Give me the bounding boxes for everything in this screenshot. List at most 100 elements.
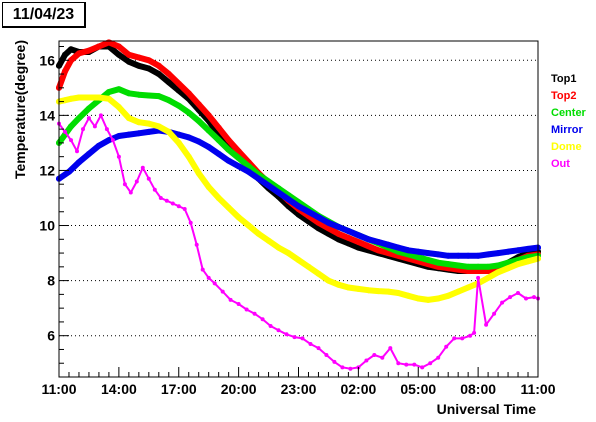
data-point: [175, 131, 182, 138]
data-point: [285, 250, 292, 257]
data-point: [95, 43, 102, 50]
axes: 6 8 10 12 14 16 11:00 14:00 17:00 20:00 23:00 02:00…: [39, 46, 556, 397]
data-point: [68, 123, 74, 130]
data-point: [68, 46, 74, 53]
data-point: [105, 39, 112, 46]
data-point: [515, 261, 521, 268]
data-point: [66, 168, 72, 175]
data-point: [145, 57, 152, 64]
data-point: [415, 295, 422, 302]
data-point: [76, 159, 82, 166]
data-point: [404, 362, 409, 367]
data-point: [475, 263, 482, 270]
data-point: [425, 257, 432, 263]
data-point: [445, 252, 452, 259]
x-tick-label: 14:00: [101, 381, 137, 397]
data-point: [472, 330, 477, 335]
data-point: [316, 346, 321, 351]
x-tick-label: 02:00: [340, 381, 376, 397]
data-point: [508, 295, 513, 300]
y-tick-label: 10: [39, 218, 55, 234]
data-point: [175, 139, 182, 146]
data-point: [194, 242, 199, 247]
data-point: [104, 127, 109, 132]
data-point: [265, 237, 272, 244]
data-point: [155, 123, 162, 130]
data-point: [425, 296, 432, 303]
data-point: [125, 58, 132, 65]
x-tick-label: 08:00: [460, 381, 496, 397]
data-point: [524, 296, 528, 301]
legend-item-top2: Top2: [551, 90, 576, 102]
data-point: [375, 288, 382, 295]
series-layer: [56, 39, 541, 371]
data-point: [495, 250, 502, 257]
data-point: [135, 119, 142, 126]
data-point: [325, 219, 332, 226]
data-point: [205, 184, 212, 190]
data-point: [412, 362, 417, 367]
data-point: [465, 263, 472, 270]
data-point: [205, 112, 212, 119]
data-point: [195, 170, 202, 177]
data-point: [165, 97, 172, 104]
data-point: [380, 355, 385, 360]
data-point: [175, 102, 182, 109]
data-point: [185, 134, 192, 141]
data-point: [165, 71, 172, 77]
data-point: [420, 365, 425, 370]
data-point: [135, 91, 142, 98]
data-point: [364, 358, 369, 363]
data-point: [385, 288, 392, 295]
data-point: [185, 153, 192, 160]
data-point: [145, 92, 152, 99]
legend-item-mirror: Mirror: [551, 124, 584, 136]
data-point: [85, 105, 92, 112]
data-point: [275, 189, 282, 196]
data-point: [335, 236, 342, 243]
data-point: [435, 251, 442, 258]
data-point: [115, 43, 122, 50]
data-point: [170, 201, 175, 206]
data-point: [385, 241, 392, 248]
data-point: [355, 239, 362, 245]
data-point: [315, 214, 322, 221]
data-point: [505, 248, 512, 255]
data-point: [445, 292, 452, 299]
data-point: [76, 94, 82, 101]
data-point: [455, 288, 462, 295]
legend: Top1 Top2 Center Mirror Dome Out: [551, 73, 587, 170]
data-point: [285, 196, 292, 203]
data-point: [92, 124, 97, 129]
data-point: [195, 138, 202, 145]
data-point: [165, 128, 172, 135]
x-tick-label: 20:00: [221, 381, 257, 397]
data-point: [176, 204, 181, 209]
y-tick-label: 14: [39, 107, 55, 123]
data-point: [155, 71, 162, 77]
data-point: [145, 65, 152, 72]
data-point: [235, 155, 242, 161]
data-point: [164, 198, 169, 203]
data-point: [452, 336, 457, 341]
data-point: [215, 137, 222, 144]
series-dome: [56, 94, 541, 303]
data-point: [215, 150, 222, 157]
data-point: [81, 127, 85, 132]
data-point: [495, 262, 502, 269]
data-point: [324, 353, 329, 357]
data-point: [220, 289, 225, 294]
date-label: 11/04/23: [2, 2, 86, 28]
data-point: [265, 182, 272, 189]
data-point: [105, 89, 112, 95]
data-point: [244, 307, 249, 312]
data-point: [332, 359, 337, 364]
data-point: [468, 333, 473, 338]
legend-item-center: Center: [551, 107, 587, 119]
data-point: [335, 223, 342, 230]
data-point: [532, 295, 536, 300]
data-point: [95, 94, 102, 101]
data-point: [276, 328, 281, 333]
data-point: [200, 267, 205, 272]
